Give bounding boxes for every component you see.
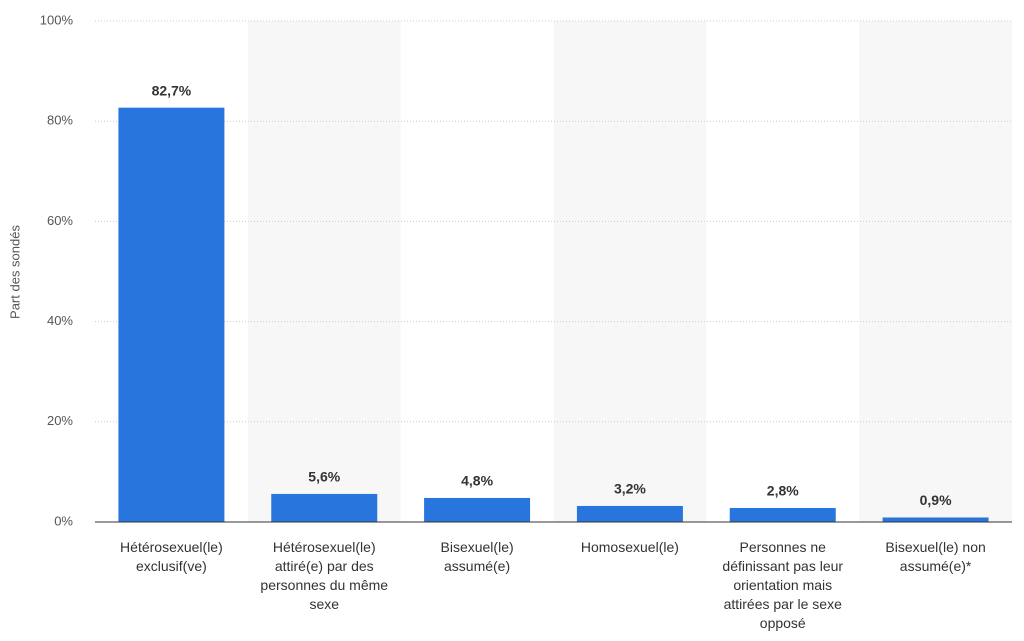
x-tick-label: Bisexuel(le) non assumé(e)* bbox=[885, 539, 986, 574]
bar bbox=[424, 497, 531, 522]
value-label: 2,8% bbox=[767, 483, 799, 499]
x-tick-label: Hétérosexuel(le) exclusif(ve) bbox=[120, 539, 223, 574]
y-tick-label: 100% bbox=[40, 12, 74, 27]
x-tick-label: Hétérosexuel(le) attiré(e) par des perso… bbox=[260, 539, 389, 612]
y-tick-label: 80% bbox=[47, 113, 73, 128]
value-label: 3,2% bbox=[614, 481, 646, 497]
value-label: 5,6% bbox=[308, 469, 340, 485]
y-tick-label: 40% bbox=[47, 313, 73, 328]
y-tick-label: 20% bbox=[47, 413, 73, 428]
y-tick-label: 0% bbox=[54, 513, 73, 528]
bar bbox=[271, 493, 378, 522]
band-shade bbox=[247, 21, 401, 522]
value-label: 4,8% bbox=[461, 473, 493, 489]
y-axis-label: Part des sondés bbox=[7, 225, 22, 319]
value-label: 0,9% bbox=[920, 492, 952, 508]
bar bbox=[729, 507, 836, 522]
bar bbox=[118, 107, 225, 522]
y-tick-label: 60% bbox=[47, 213, 73, 228]
bar bbox=[882, 517, 989, 522]
x-tick-label: Homosexuel(le) bbox=[580, 539, 679, 555]
band-shade bbox=[553, 21, 707, 522]
x-tick-label: Personnes ne définissant pas leur orient… bbox=[722, 539, 844, 631]
band-shade bbox=[859, 21, 1012, 522]
x-tick-label: Bisexuel(le) assumé(e) bbox=[440, 539, 514, 574]
bar bbox=[576, 505, 683, 522]
value-label: 82,7% bbox=[152, 82, 192, 98]
